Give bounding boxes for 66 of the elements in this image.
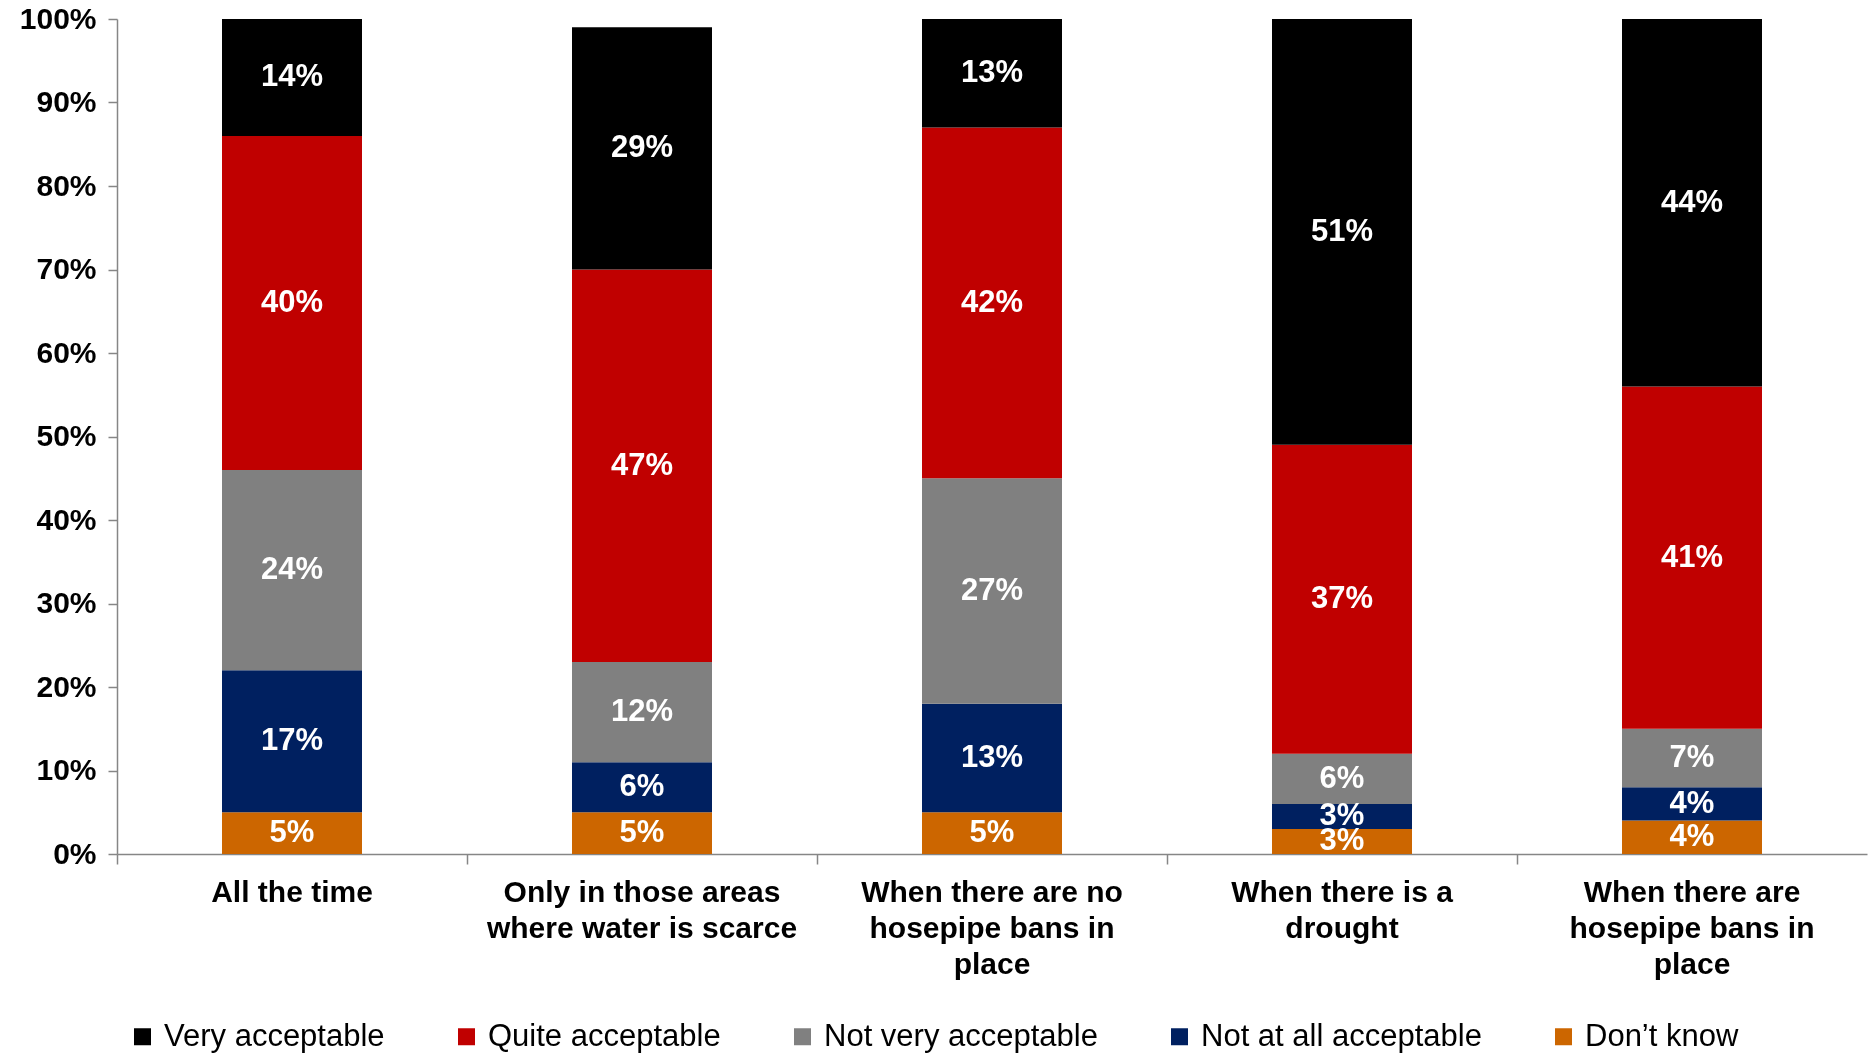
bar [222, 812, 362, 854]
x-tick-label: Only in those areas where water is scarce [485, 874, 798, 944]
legend-label: Don’t know [1585, 1017, 1739, 1053]
data-label: 6% [1319, 759, 1365, 795]
legend-label: Not at all acceptable [1201, 1017, 1482, 1053]
x-tick-label: All the time [211, 874, 373, 908]
bar [1272, 19, 1412, 445]
data-label: 5% [269, 814, 315, 850]
bar [222, 469, 362, 671]
bar [1622, 19, 1762, 387]
bar [922, 478, 1062, 704]
y-tick-label: 30% [36, 586, 97, 619]
data-label: 5% [969, 814, 1015, 850]
bar [572, 812, 712, 854]
data-label: 24% [260, 551, 324, 587]
data-label: 47% [610, 446, 674, 482]
y-tick-label: 20% [36, 669, 97, 703]
legend-label: Very acceptable [164, 1017, 385, 1053]
y-tick-label: 60% [36, 335, 97, 369]
bar [922, 127, 1062, 479]
bar [222, 19, 362, 136]
x-tick-label: When there are hosepipe bans in place [1569, 874, 1815, 980]
data-label: 13% [960, 54, 1024, 90]
x-tick-label: When there are no hosepipe bans in place [861, 874, 1123, 980]
data-label: 42% [960, 283, 1024, 319]
bar [922, 703, 1062, 813]
bar [222, 670, 362, 813]
data-label: 51% [1310, 212, 1374, 248]
y-tick-label: 100% [19, 1, 97, 35]
bar [1272, 753, 1412, 804]
data-label: 40% [260, 283, 324, 319]
data-label: 4% [1669, 784, 1715, 820]
data-label: 27% [960, 571, 1024, 607]
y-tick-label: 0% [53, 836, 97, 870]
y-tick-label: 90% [36, 85, 97, 118]
legend-label: Not very acceptable [824, 1017, 1098, 1053]
data-label: 4% [1669, 818, 1715, 854]
bar [222, 135, 362, 470]
bar [572, 269, 712, 662]
data-label: 12% [610, 693, 674, 729]
y-tick-label: 10% [36, 753, 97, 786]
bar [1272, 444, 1412, 754]
data-label: 13% [960, 738, 1024, 774]
bar [1622, 787, 1762, 821]
x-tick-label: When there is a drought [1231, 874, 1454, 944]
y-tick-label: 50% [36, 419, 97, 452]
y-tick-label: 70% [36, 252, 97, 285]
data-label: 14% [260, 58, 324, 94]
data-label: 17% [260, 722, 324, 758]
y-tick-label: 80% [36, 168, 97, 202]
bar [572, 661, 712, 763]
bar [572, 762, 712, 813]
legend-label: Quite acceptable [488, 1017, 721, 1053]
y-tick-label: 40% [36, 502, 97, 536]
data-label: 29% [610, 129, 674, 165]
data-label: 44% [1660, 183, 1724, 219]
bar [1622, 728, 1762, 788]
data-label: 37% [1310, 580, 1374, 616]
bar [922, 812, 1062, 854]
bar [922, 19, 1062, 128]
bar [572, 27, 712, 270]
data-label: 6% [619, 768, 665, 804]
data-label: 7% [1669, 738, 1715, 774]
bar [1622, 386, 1762, 729]
data-label: 5% [619, 814, 665, 850]
data-label: 41% [1660, 538, 1724, 574]
